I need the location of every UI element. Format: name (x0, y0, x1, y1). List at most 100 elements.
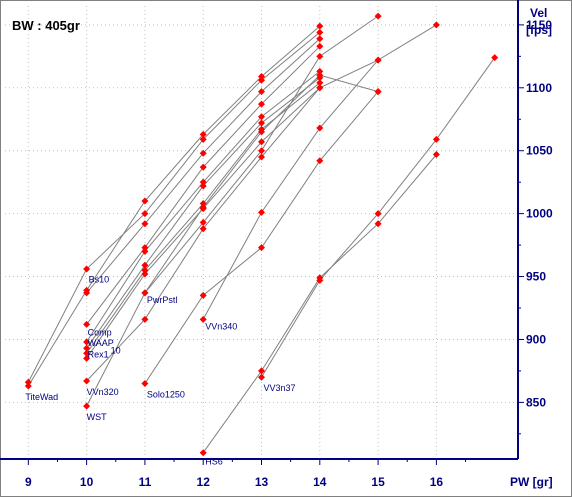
series-label: VVn320 (87, 387, 119, 397)
data-point (141, 197, 149, 205)
data-point (374, 88, 382, 96)
data-point (374, 12, 382, 20)
series-label: Solo1250 (147, 390, 185, 400)
data-point (199, 200, 207, 208)
data-point (316, 157, 324, 165)
data-point (199, 130, 207, 138)
data-point (316, 35, 324, 43)
y-axis-label-line1: Vel (530, 6, 547, 20)
data-point (258, 147, 265, 155)
data-point (141, 270, 149, 278)
data-point (374, 56, 382, 64)
x-tick-label: 14 (313, 475, 327, 489)
data-point (316, 84, 324, 92)
data-point (316, 274, 324, 282)
data-point (316, 28, 324, 36)
data-point (258, 244, 265, 252)
data-point (316, 52, 324, 60)
data-point (83, 265, 91, 273)
data-point (491, 54, 499, 62)
x-tick-label: 16 (430, 475, 444, 489)
y-axis-label-line2: [fps] (526, 23, 552, 37)
data-point (258, 88, 265, 96)
data-point (199, 449, 207, 457)
data-point (258, 153, 265, 161)
data-point (432, 135, 440, 143)
data-point (258, 373, 265, 381)
data-point (141, 261, 149, 269)
y-tick-label: 1000 (526, 207, 553, 221)
series-line-10 (86, 74, 379, 407)
x-tick-label: 11 (139, 475, 152, 489)
data-point (141, 289, 149, 297)
data-point (83, 338, 91, 346)
data-point (83, 354, 91, 362)
data-point (199, 163, 207, 171)
series-layer (24, 12, 499, 457)
data-point (258, 128, 265, 136)
series-label: Rex1 (88, 349, 109, 359)
data-point (316, 71, 324, 79)
data-point (24, 382, 32, 390)
series-line-0 (27, 25, 321, 387)
data-point (199, 218, 207, 226)
data-point (83, 344, 91, 352)
data-point (316, 67, 324, 75)
series-line-13 (261, 57, 496, 378)
data-point (432, 21, 440, 29)
data-point (258, 138, 265, 146)
data-point (141, 220, 149, 228)
data-point (258, 100, 265, 108)
data-point (199, 149, 207, 157)
data-point (374, 220, 382, 228)
y-tick-label: 850 (526, 395, 546, 409)
data-point (374, 210, 382, 218)
series-label: 10 (111, 345, 121, 355)
data-point (258, 113, 265, 121)
data-point (83, 377, 91, 385)
y-tick-label: 1150 (526, 18, 552, 32)
data-point (199, 315, 207, 323)
data-point (316, 22, 324, 30)
data-point (199, 291, 207, 299)
series-line-9 (86, 59, 379, 382)
series-label: PwrPstl (147, 295, 178, 305)
data-point (141, 210, 149, 218)
data-point (83, 289, 91, 297)
data-point (83, 402, 91, 410)
x-tick-label: 13 (255, 475, 269, 489)
series-line-14 (202, 154, 437, 453)
data-point (316, 79, 324, 87)
data-point (141, 244, 149, 252)
data-point (258, 367, 265, 375)
series-label: Bs10 (89, 274, 110, 284)
x-tick-label: 12 (197, 475, 211, 489)
data-point (83, 320, 91, 328)
y-tick-label: 900 (526, 332, 546, 346)
data-point (199, 182, 207, 190)
data-point (258, 119, 265, 127)
y-tick-label: 1050 (526, 144, 553, 158)
data-point (316, 42, 324, 50)
data-point (83, 349, 91, 357)
axes: 9 10 11 12 13 14 15 16 850 900 950 1000 1050 1100 1150 (0, 0, 553, 489)
x-tick-label: 15 (371, 475, 385, 489)
data-point (258, 76, 265, 84)
series-label: Comp (88, 328, 112, 338)
data-point (141, 380, 149, 387)
x-tick-label: 10 (80, 475, 94, 489)
y-tick-label: 950 (526, 270, 546, 284)
data-point (199, 225, 207, 233)
series-label: TiteWad (25, 392, 58, 402)
data-point (316, 124, 324, 132)
series-label: HS6 (205, 457, 223, 467)
data-point (199, 178, 207, 186)
x-tick-label: 9 (25, 475, 32, 489)
data-point (141, 266, 149, 274)
data-point (258, 208, 265, 216)
series-label: VV3n37 (264, 383, 296, 393)
x-axis-label: PW [gr] (510, 475, 553, 489)
y-tick-label: 1100 (526, 81, 552, 95)
